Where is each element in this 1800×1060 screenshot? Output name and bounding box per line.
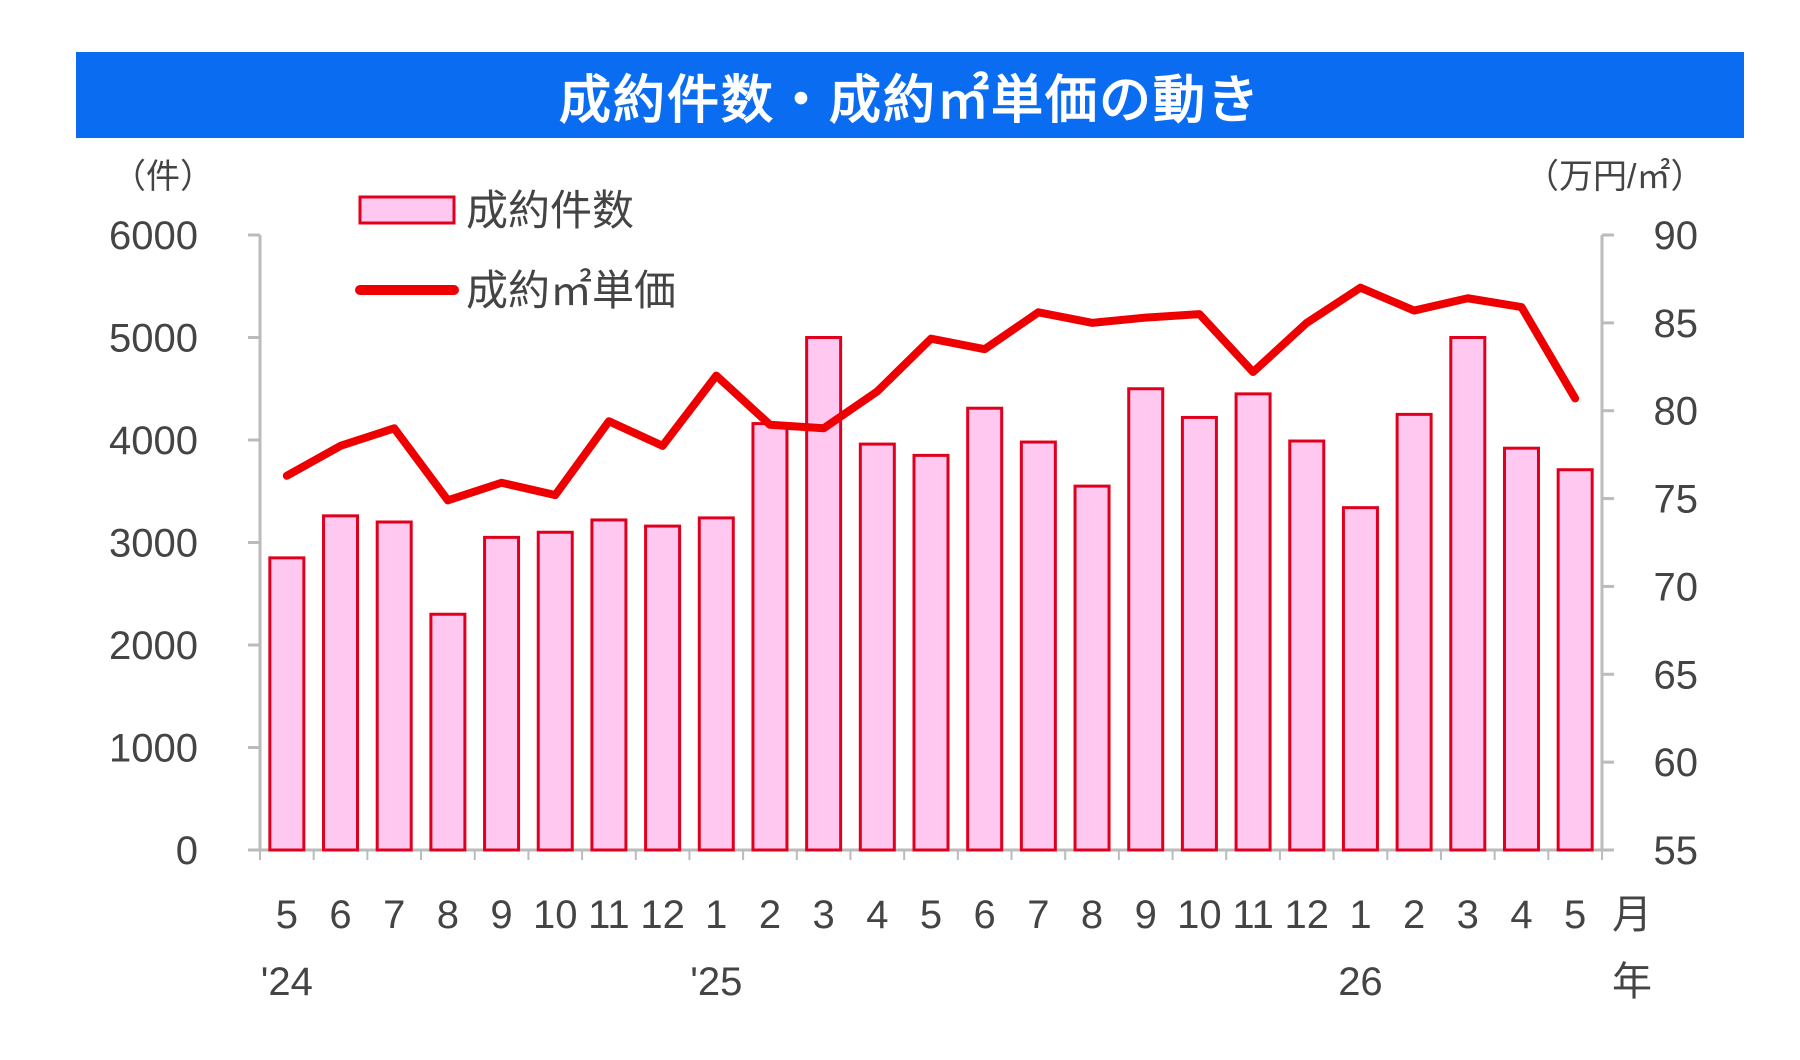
x-tick-label: 5 (1564, 893, 1586, 937)
x-tick-label: 3 (813, 893, 835, 937)
bar (697, 516, 735, 852)
left-tick-label: 4000 (109, 419, 198, 463)
bar (751, 422, 789, 852)
x-tick-label: 2 (1403, 893, 1425, 937)
x-tick-label: 8 (437, 893, 459, 937)
x-tick-label: 1 (705, 893, 727, 937)
chart-title-bar: 成約件数・成約㎡単価の動き (76, 52, 1744, 138)
x-tick-label: 7 (1027, 893, 1049, 937)
x-tick-label: 6 (974, 893, 996, 937)
right-tick-label: 75 (1654, 478, 1699, 522)
left-tick-label: 6000 (109, 214, 198, 258)
bar (1395, 412, 1433, 852)
bar (590, 518, 628, 852)
x-tick-label: 3 (1457, 893, 1479, 937)
x-tick-label: 12 (1285, 893, 1330, 937)
bars (268, 336, 1594, 852)
x-tick-label: 5 (920, 893, 942, 937)
bar (322, 514, 360, 852)
year-label: 26 (1338, 960, 1383, 1004)
right-tick-label: 80 (1654, 390, 1699, 434)
x-tick-label: 6 (329, 893, 351, 937)
x-tick-label: 11 (588, 893, 630, 937)
x-tick-label: 4 (866, 893, 888, 937)
right-tick-label: 65 (1654, 653, 1699, 697)
bar (268, 556, 306, 852)
right-tick-label: 90 (1654, 214, 1699, 258)
legend-bar-swatch (358, 195, 456, 225)
left-axis-unit-label: （件） (112, 158, 214, 196)
left-tick-label: 1000 (109, 727, 198, 771)
chart-title: 成約件数・成約㎡単価の動き (558, 70, 1261, 131)
x-tick-label: 9 (490, 893, 512, 937)
x-tick-label: 12 (640, 893, 685, 937)
bar (1449, 336, 1487, 852)
year-label: '24 (261, 960, 313, 1004)
bar (644, 524, 682, 852)
x-tick-label: 5 (276, 893, 298, 937)
bar (912, 453, 950, 852)
x-tick-label: 10 (1177, 893, 1222, 937)
right-axis-unit-label: （万円/㎡） (1525, 158, 1704, 196)
x-tick-label: 10 (533, 893, 578, 937)
x-tick-label: 8 (1081, 893, 1103, 937)
year-label: '25 (690, 960, 742, 1004)
axis-labels: 0100020003000400050006000556065707580859… (109, 158, 1704, 1004)
bar (483, 535, 521, 852)
left-tick-label: 3000 (109, 522, 198, 566)
x-tick-label: 4 (1510, 893, 1532, 937)
right-tick-label: 60 (1654, 741, 1699, 785)
bar (1502, 446, 1540, 852)
bar (1073, 484, 1111, 852)
price-line-path (282, 283, 1580, 505)
right-tick-label: 85 (1654, 302, 1699, 346)
x-year-unit-label: 年 (1612, 960, 1652, 1004)
bar (1180, 415, 1218, 852)
x-tick-label: 7 (383, 893, 405, 937)
bar (536, 530, 574, 852)
price-line (282, 283, 1580, 505)
x-month-unit-label: 月 (1612, 893, 1652, 937)
x-tick-label: 11 (1232, 893, 1274, 937)
legend-bar-label: 成約件数 (466, 187, 634, 234)
bar (1127, 387, 1165, 852)
left-tick-label: 5000 (109, 317, 198, 361)
right-tick-label: 70 (1654, 565, 1699, 609)
bar (375, 520, 413, 852)
bar (1288, 439, 1326, 852)
bar (966, 406, 1004, 852)
x-tick-label: 9 (1135, 893, 1157, 937)
bar (429, 612, 467, 852)
bar (1234, 392, 1272, 852)
right-tick-label: 55 (1654, 829, 1699, 873)
bar (858, 442, 896, 852)
bar (1341, 506, 1379, 852)
x-tick-label: 2 (759, 893, 781, 937)
bar (1556, 468, 1594, 852)
bar (805, 336, 843, 852)
left-tick-label: 0 (176, 829, 198, 873)
legend-line-label: 成約㎡単価 (466, 267, 676, 314)
x-tick-label: 1 (1349, 893, 1371, 937)
left-tick-label: 2000 (109, 624, 198, 668)
bar (1019, 440, 1057, 852)
